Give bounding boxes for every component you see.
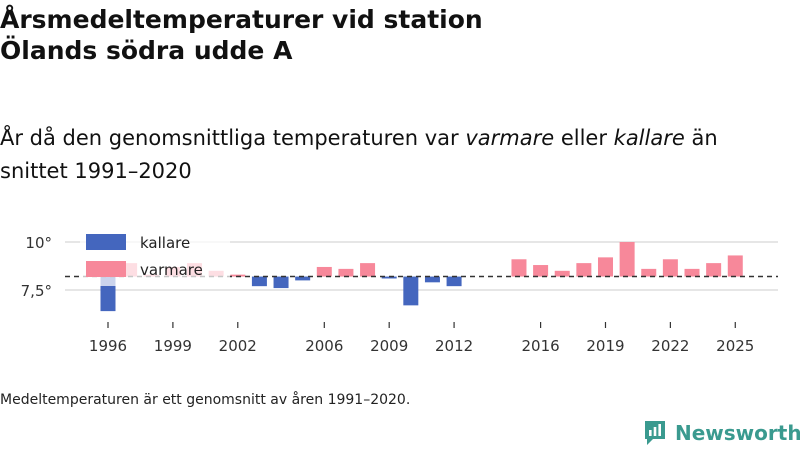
temperature-bar-chart: 7,5° 10° kallare varmare 1996 1999 2002 2006 200…	[21, 230, 778, 355]
subtitle-warm: varmare	[465, 126, 555, 150]
x-tick-label: 2002	[219, 337, 257, 355]
title-line-1: Årsmedeltemperaturer vid station	[0, 5, 483, 34]
bar-2003	[251, 276, 267, 287]
title-line-2: Ölands södra udde A	[0, 36, 293, 65]
bar-2018	[576, 263, 592, 277]
footnote: Medeltemperaturen är ett genomsnitt av å…	[0, 392, 411, 408]
x-tick-label: 2025	[716, 337, 754, 355]
bar-2023	[684, 268, 700, 277]
subtitle-mid: eller	[554, 126, 614, 150]
bar-2004	[273, 276, 289, 289]
x-tick-label: 2022	[651, 337, 689, 355]
bar-2022	[662, 259, 678, 277]
chart-subtitle: År då den genomsnittliga temperaturen va…	[0, 122, 790, 188]
x-tick-label: 2009	[370, 337, 408, 355]
x-tick-label: 1996	[89, 337, 127, 355]
newsworthy-logo-icon	[645, 421, 665, 445]
x-tick-label: 2006	[305, 337, 343, 355]
chart-title: Årsmedeltemperaturer vid station Ölands …	[0, 4, 780, 66]
subtitle-cold: kallare	[613, 126, 685, 150]
legend-swatch-cold	[86, 234, 126, 250]
bar-2010	[403, 276, 419, 306]
legend-label-cold: kallare	[140, 234, 190, 252]
bar-2011	[424, 276, 440, 283]
newsworthy-logo[interactable]: Newsworthy	[643, 418, 800, 448]
x-tick-label: 2012	[435, 337, 473, 355]
bar-2020	[619, 242, 635, 277]
y-tick-label: 10°	[25, 234, 52, 252]
bar-2024	[706, 263, 722, 277]
bar-2002	[230, 274, 246, 277]
bar-2008	[360, 263, 376, 277]
bar-2019	[597, 257, 613, 277]
x-tick-label: 1999	[154, 337, 192, 355]
bar-2007	[338, 268, 354, 277]
subtitle-pre: År då den genomsnittliga temperaturen va…	[0, 126, 466, 150]
bar-2021	[641, 268, 657, 277]
legend-label-warm: varmare	[140, 261, 203, 279]
bar-2017	[554, 270, 570, 277]
bar-2016	[533, 265, 549, 277]
bar-2009	[381, 276, 397, 279]
bar-2005	[295, 276, 311, 281]
y-tick-label: 7,5°	[21, 282, 52, 300]
bar-2006	[316, 266, 332, 277]
bar-2012	[446, 276, 462, 287]
x-tick-label: 2019	[586, 337, 624, 355]
bar-2015	[511, 259, 527, 277]
legend-swatch-warm	[86, 261, 126, 277]
subtitle-post: än snittet 1991–2020	[0, 126, 718, 183]
bar-2025	[727, 255, 743, 277]
x-tick-label: 2016	[522, 337, 560, 355]
newsworthy-logo-text: Newsworthy	[675, 421, 800, 445]
